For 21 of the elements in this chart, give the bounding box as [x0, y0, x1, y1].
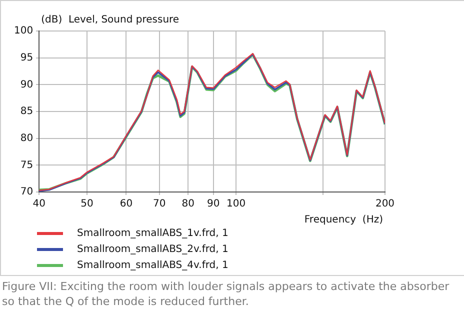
legend-label: Smallroom_smallABS_1v.frd, 1: [76, 227, 228, 241]
y-axis-title: (dB) Level, Sound pressure: [41, 14, 180, 26]
y-tick-label: 90: [20, 79, 34, 90]
x-tick-label: 70: [152, 198, 166, 210]
y-tick-label: 75: [20, 160, 34, 171]
y-tick-label: 80: [20, 132, 34, 144]
y-tick-label: 70: [20, 186, 34, 198]
legend-label: Smallroom_smallABS_4v.frd, 1: [76, 259, 228, 273]
text: Figure VII: Exciting the room with louder signals appears to activate the absorber so that the Q of the mode is reduced further.: [2, 279, 450, 309]
x-tick-label: 40: [32, 198, 46, 210]
x-tick-label: 90: [207, 198, 220, 210]
x-axis-title: Frequency (Hz): [304, 214, 384, 226]
x-tick-label: 80: [182, 198, 194, 210]
y-tick-label: 85: [20, 106, 34, 118]
x-tick-label: 200: [375, 198, 395, 210]
legend-label: Smallroom_smallABS_2v.frd, 1: [76, 243, 228, 257]
x-tick-label: 50: [80, 198, 94, 210]
y-tick-label: 95: [20, 52, 34, 64]
y-tick-label: 100: [14, 26, 34, 37]
x-tick-label: 60: [120, 198, 133, 210]
x-tick-label: 100: [226, 198, 246, 210]
